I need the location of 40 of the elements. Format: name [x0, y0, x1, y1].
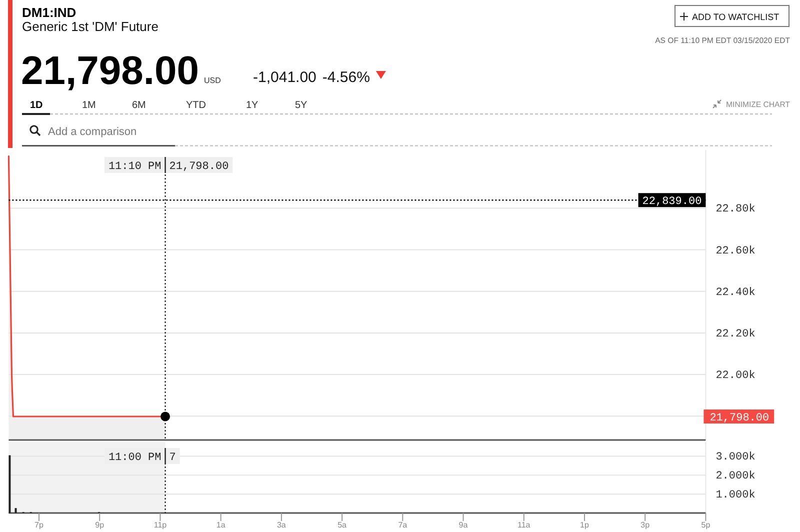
x-tick-label: 1a	[216, 520, 226, 530]
x-tick-label: 5p	[701, 520, 711, 530]
y-tick-label: 22.80k	[716, 204, 756, 216]
x-tick-label: 7a	[398, 520, 408, 530]
x-tick-label: 9a	[458, 520, 468, 530]
annotation: 11:00 PM	[108, 452, 162, 464]
x-tick-label: 3a	[276, 520, 286, 530]
ref-line-label: 22,839.00	[642, 196, 702, 208]
x-tick-label: 11p	[154, 520, 168, 530]
text: -4.56%	[322, 69, 370, 86]
text: 5Y	[295, 100, 308, 111]
text: 6M	[132, 100, 146, 111]
y-tick-label: 2.000k	[716, 470, 756, 483]
x-tick-label: 3p	[640, 520, 650, 530]
text: 1M	[82, 100, 96, 111]
annotation: 21,798.00	[169, 160, 229, 173]
y-tick-label: 1.000k	[716, 490, 756, 502]
text: 21,798.00	[21, 49, 199, 93]
text: ADD TO WATCHLIST	[692, 12, 780, 22]
y-tick-label: 22.60k	[716, 245, 756, 258]
annotation: 11:10 PM	[108, 160, 162, 173]
y-tick-label: 22.20k	[716, 328, 756, 340]
text: Add a comparison	[48, 126, 137, 138]
x-tick-label: 1p	[580, 520, 590, 530]
x-tick-label: 11a	[517, 520, 531, 530]
text: 1D	[30, 100, 43, 111]
annotation: 7	[169, 452, 176, 464]
y-tick-label: 22.00k	[716, 370, 756, 382]
text: 21,798.00	[710, 412, 770, 424]
text: -1,041.00	[253, 69, 316, 86]
text: DM1:IND	[22, 5, 76, 20]
text: Generic 1st 'DM' Future	[22, 19, 158, 34]
x-tick-label: 9p	[95, 520, 105, 530]
x-tick-label: 7p	[34, 520, 44, 530]
x-tick-label: 5a	[338, 520, 348, 530]
text: YTD	[186, 100, 206, 111]
text: USD	[204, 76, 222, 85]
y-tick-label: 3.000k	[716, 452, 756, 464]
text: 1Y	[246, 100, 259, 111]
y-tick-label: 22.40k	[716, 286, 756, 299]
